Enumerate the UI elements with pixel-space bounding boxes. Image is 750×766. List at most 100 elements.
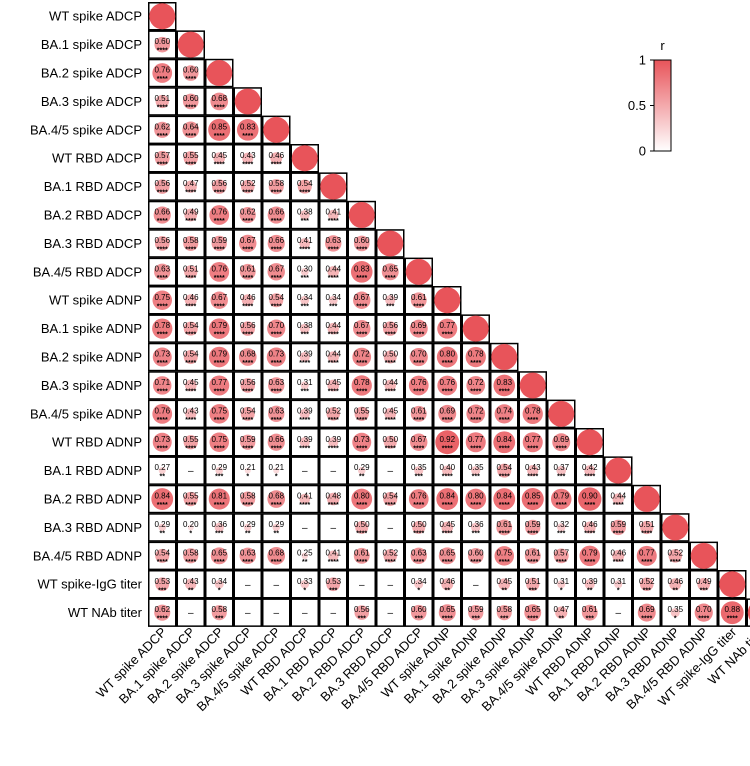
row-labels: WT spike ADCP BA.1 spike ADCP BA.2 spike A… <box>30 9 143 620</box>
cell-value: 0.25 <box>297 548 313 557</box>
cell-border <box>148 30 177 59</box>
cell-value: 0.31 <box>553 577 569 586</box>
cell-value: 0.76 <box>211 264 227 273</box>
correlation-circle <box>214 579 224 589</box>
cell-value: 0.73 <box>354 435 370 444</box>
cell-significance: **** <box>242 445 253 452</box>
correlation-circle <box>381 263 399 281</box>
correlation-circle <box>236 119 259 141</box>
heatmap-cell: 0.61 **** <box>347 541 376 571</box>
cell-significance: *** <box>472 474 480 481</box>
correlation-circle <box>152 432 172 452</box>
correlation-circle <box>209 404 229 424</box>
correlation-circle <box>465 346 486 368</box>
cell-value: 0.60 <box>354 236 370 245</box>
heatmap-cell: 0.70**** <box>404 342 433 372</box>
correlation-circle <box>352 432 372 452</box>
heatmap-cell: 0.46**** <box>604 541 633 571</box>
cell-significance: * <box>560 587 563 594</box>
cell-significance: **** <box>157 104 168 111</box>
heatmap-cell: – <box>461 570 490 599</box>
diagonal-circle <box>206 60 233 87</box>
cell-border <box>205 570 234 599</box>
heatmap-cell: 0.56**** <box>233 371 262 400</box>
heatmap-cell: 0.45**** <box>319 371 348 400</box>
cell-significance: *** <box>158 587 166 594</box>
cell-value: 0.45 <box>496 577 512 586</box>
diagonal-circle <box>747 605 750 620</box>
cell-border <box>262 513 291 542</box>
heatmap-cell: 0.78 **** <box>148 314 177 343</box>
cell-border <box>347 598 376 627</box>
heatmap-cell: 0.46**** <box>233 286 262 315</box>
legend-title: r <box>660 38 665 53</box>
correlation-circle <box>614 580 623 589</box>
cell-dash: – <box>473 580 479 591</box>
correlation-circle <box>521 488 544 511</box>
row-label: WT spike-IgG titer <box>37 577 142 592</box>
cell-value: 0.76 <box>411 492 427 501</box>
heatmap-cell: 0.77**** <box>205 371 234 400</box>
cell-value: 0.64 <box>183 122 199 131</box>
row-label: BA.3 RBD ADNP <box>44 520 142 535</box>
cell-significance: **** <box>527 559 538 566</box>
correlation-circle <box>527 465 539 477</box>
correlation-circle <box>636 545 657 566</box>
heatmap-cell: – <box>376 598 405 627</box>
cell-significance: **** <box>385 275 396 282</box>
cell-dash: – <box>359 580 365 591</box>
heatmap-cell: – <box>262 570 291 599</box>
heatmap-cell <box>262 115 291 145</box>
correlation-circle <box>410 405 427 422</box>
correlation-circle <box>384 408 397 420</box>
cell-border <box>433 598 462 627</box>
heatmap-cell: 0.80**** <box>461 484 490 514</box>
heatmap-cell <box>347 200 376 230</box>
correlation-circle <box>182 93 199 110</box>
cell-value: 0.80 <box>468 492 484 501</box>
cell-significance: **** <box>499 417 510 424</box>
cell-significance: **** <box>157 161 168 168</box>
cell-value: 0.39 <box>297 406 313 415</box>
cell-value: 0.58 <box>211 605 227 614</box>
heatmap-cell: – <box>376 513 405 542</box>
cell-value: 0.46 <box>582 520 598 529</box>
correlation-circle <box>325 235 342 252</box>
heatmap-cell: 0.70**** <box>262 314 291 343</box>
cell-value: 0.66 <box>268 435 284 444</box>
cell-border <box>347 513 376 542</box>
cell-value: 0.61 <box>240 264 256 273</box>
cell-significance: * <box>417 587 420 594</box>
cell-value: 0.75 <box>211 406 227 415</box>
cell-dash: – <box>330 466 336 477</box>
heatmap-cell: 0.44 **** <box>319 314 348 343</box>
correlation-circle <box>584 579 595 590</box>
heatmap-cell <box>661 513 690 542</box>
cell-value: 0.79 <box>211 321 227 330</box>
cell-significance: **** <box>328 332 339 339</box>
correlation-circle <box>151 488 174 510</box>
cell-value: 0.20 <box>183 520 199 529</box>
correlation-circle <box>154 150 170 166</box>
correlation-circle <box>326 407 341 421</box>
cell-significance: **** <box>185 76 196 83</box>
cell-significance: **** <box>499 474 510 481</box>
cell-value: 0.46 <box>183 293 199 302</box>
cell-significance: **** <box>556 502 567 509</box>
cell-significance: *** <box>329 303 337 310</box>
heatmap-cell: 0.54**** <box>176 342 205 372</box>
cell-value: 0.33 <box>297 577 313 586</box>
cell-dash: – <box>387 466 393 477</box>
correlation-circle <box>268 405 285 423</box>
correlation-circle <box>584 465 596 477</box>
cell-border <box>376 598 405 627</box>
heatmap-cell: 0.52*** <box>632 570 661 599</box>
heatmap-cell: 0.29 *** <box>205 456 234 485</box>
heatmap-cell: 0.77**** <box>461 428 490 457</box>
cell-significance: **** <box>527 502 538 509</box>
heatmap-cell: 0.39**** <box>290 428 319 457</box>
cell-value: 0.34 <box>211 577 227 586</box>
cell-significance: **** <box>299 502 310 509</box>
cell-significance: **** <box>157 502 168 509</box>
cell-significance: **** <box>328 417 339 424</box>
